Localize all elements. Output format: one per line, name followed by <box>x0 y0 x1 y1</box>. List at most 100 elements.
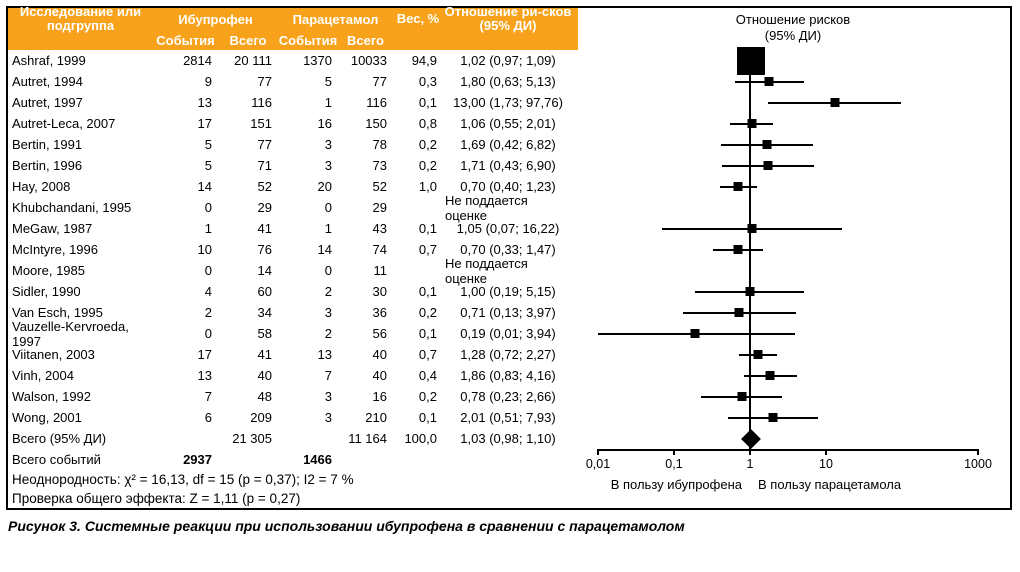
para-events: 5 <box>278 74 338 89</box>
point-estimate-marker <box>734 245 743 254</box>
ibu-events: 13 <box>153 95 218 110</box>
hdr-ibu-events: События <box>153 33 218 48</box>
study-name: Hay, 2008 <box>8 179 153 194</box>
ibu-events: 17 <box>153 116 218 131</box>
ibu-total: 14 <box>218 263 278 278</box>
axis-tick <box>825 449 827 455</box>
axis-tick-label: 0,01 <box>586 457 610 471</box>
risk-ratio: Не поддается оценке <box>443 256 573 286</box>
study-name: Autret-Leca, 2007 <box>8 116 153 131</box>
table-row: Sidler, 19904602300,11,00 (0,19; 5,15) <box>8 281 578 302</box>
plot-row <box>578 281 1008 302</box>
point-estimate-marker <box>747 119 756 128</box>
weight: 94,9 <box>393 53 443 68</box>
ibu-total: 41 <box>218 347 278 362</box>
plot-row <box>578 260 1008 281</box>
ibu-total: 151 <box>218 116 278 131</box>
totals-pt: 11 164 <box>338 431 393 446</box>
study-name: Ashraf, 1999 <box>8 53 153 68</box>
weight: 0,1 <box>393 326 443 341</box>
ibu-total: 48 <box>218 389 278 404</box>
para-total: 78 <box>338 137 393 152</box>
risk-ratio: 1,80 (0,63; 5,13) <box>443 74 573 89</box>
para-total: 43 <box>338 221 393 236</box>
axis-tick-label: 10 <box>819 457 833 471</box>
table-row: Bertin, 19965713730,21,71 (0,43; 6,90) <box>8 155 578 176</box>
table-row: MeGaw, 19871411430,11,05 (0,07; 16,22) <box>8 218 578 239</box>
para-events: 0 <box>278 200 338 215</box>
ibu-events: 6 <box>153 410 218 425</box>
para-events: 16 <box>278 116 338 131</box>
plot-row <box>578 155 1008 176</box>
totals-label: Всего (95% ДИ) <box>8 431 153 446</box>
ibu-events: 2814 <box>153 53 218 68</box>
ibu-events: 14 <box>153 179 218 194</box>
study-name: Khubchandani, 1995 <box>8 200 153 215</box>
axis-label-right: В пользу парацетамола <box>758 477 901 492</box>
ibu-events: 17 <box>153 347 218 362</box>
total-events-row: Всего событий 2937 1466 <box>8 449 578 470</box>
point-estimate-marker <box>747 224 756 233</box>
plot-row <box>578 92 1008 113</box>
ibu-events: 9 <box>153 74 218 89</box>
weight: 0,8 <box>393 116 443 131</box>
hdr-ibu: Ибупрофен <box>153 12 278 27</box>
hdr-weight: Вес, % <box>393 12 443 26</box>
point-estimate-marker <box>766 371 775 380</box>
para-events: 3 <box>278 158 338 173</box>
ibu-events: 0 <box>153 200 218 215</box>
risk-ratio: 1,05 (0,07; 16,22) <box>443 221 573 236</box>
risk-ratio: 1,86 (0,83; 4,16) <box>443 368 573 383</box>
ibu-total: 58 <box>218 326 278 341</box>
weight: 0,1 <box>393 221 443 236</box>
para-events: 2 <box>278 326 338 341</box>
para-total: 210 <box>338 410 393 425</box>
point-estimate-marker <box>765 77 774 86</box>
heterogeneity-text: Неоднородность: χ² = 16,13, df = 15 (p =… <box>8 470 578 489</box>
plot-row <box>578 323 1008 344</box>
point-estimate-marker <box>754 350 763 359</box>
table-row: Autret, 19971311611160,113,00 (1,73; 97,… <box>8 92 578 113</box>
axis-tick <box>673 449 675 455</box>
forest-plot: Отношение рисков (95% ДИ) 0,010,11101000… <box>578 8 1008 508</box>
para-total: 10033 <box>338 53 393 68</box>
risk-ratio: Не поддается оценке <box>443 193 573 223</box>
study-name: Moore, 1985 <box>8 263 153 278</box>
para-total: 77 <box>338 74 393 89</box>
para-events: 3 <box>278 389 338 404</box>
para-events: 3 <box>278 137 338 152</box>
ibu-total: 41 <box>218 221 278 236</box>
para-events: 1 <box>278 95 338 110</box>
ibu-events: 5 <box>153 158 218 173</box>
point-estimate-marker <box>746 287 755 296</box>
table-row: Autret-Leca, 200717151161500,81,06 (0,55… <box>8 113 578 134</box>
forest-plot-figure: Исследование или подгруппа Ибупрофен Пар… <box>6 6 1012 510</box>
ibu-total: 34 <box>218 305 278 320</box>
axis-tick <box>977 449 979 455</box>
para-total: 56 <box>338 326 393 341</box>
ibu-events: 7 <box>153 389 218 404</box>
total-events-label: Всего событий <box>8 452 153 467</box>
ibu-events: 10 <box>153 242 218 257</box>
para-total: 73 <box>338 158 393 173</box>
para-events: 7 <box>278 368 338 383</box>
overall-effect-text: Проверка общего эффекта: Z = 1,11 (p = 0… <box>8 489 578 508</box>
table-row: Viitanen, 2003174113400,71,28 (0,72; 2,2… <box>8 344 578 365</box>
para-total: 36 <box>338 305 393 320</box>
weight: 0,2 <box>393 305 443 320</box>
ibu-events: 5 <box>153 137 218 152</box>
ibu-events: 0 <box>153 326 218 341</box>
plot-row-total <box>578 428 1008 449</box>
totals-rr: 1,03 (0,98; 1,10) <box>443 431 573 446</box>
table-row: Bertin, 19915773780,21,69 (0,42; 6,82) <box>8 134 578 155</box>
para-total: 29 <box>338 200 393 215</box>
table-row: Khubchandani, 1995029029Не поддается оце… <box>8 197 578 218</box>
weight: 0,7 <box>393 347 443 362</box>
ibu-events: 0 <box>153 263 218 278</box>
study-name: Bertin, 1991 <box>8 137 153 152</box>
ibu-events: 1 <box>153 221 218 236</box>
plot-row <box>578 302 1008 323</box>
risk-ratio: 1,69 (0,42; 6,82) <box>443 137 573 152</box>
point-estimate-marker <box>763 161 772 170</box>
totals-it: 21 305 <box>218 431 278 446</box>
